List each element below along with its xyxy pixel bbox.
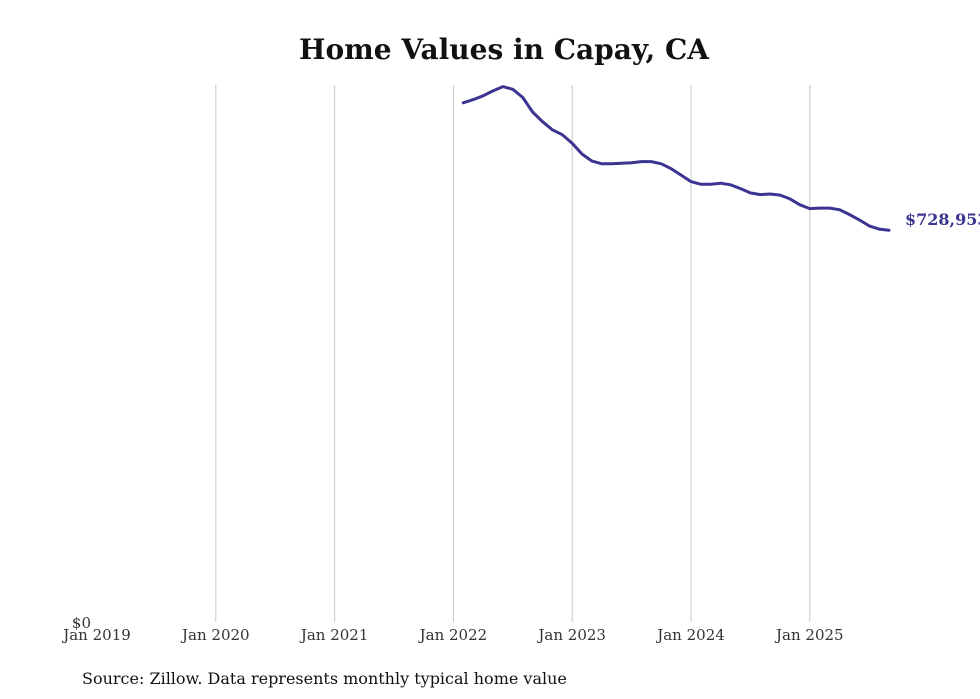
- x-tick-label: Jan 2023: [536, 626, 606, 644]
- x-tick-label: Jan 2020: [180, 626, 250, 644]
- x-tick-label: Jan 2022: [418, 626, 488, 644]
- gridlines: [215, 85, 811, 622]
- source-note: Source: Zillow. Data represents monthly …: [82, 669, 567, 688]
- chart-title: Home Values in Capay, CA: [299, 33, 710, 66]
- x-tick-label: Jan 2024: [655, 626, 725, 644]
- series-line: [461, 85, 891, 232]
- x-tick-label: Jan 2021: [299, 626, 369, 644]
- x-axis-ticks: Jan 2019 Jan 2020 Jan 2021 Jan 2022 Jan 2023…: [61, 626, 843, 644]
- end-value-label: $728,953: [905, 210, 980, 229]
- y-tick-label-zero: $0: [72, 614, 91, 632]
- x-tick-label: Jan 2025: [774, 626, 844, 644]
- x-tick-label: Jan 2019: [61, 626, 131, 644]
